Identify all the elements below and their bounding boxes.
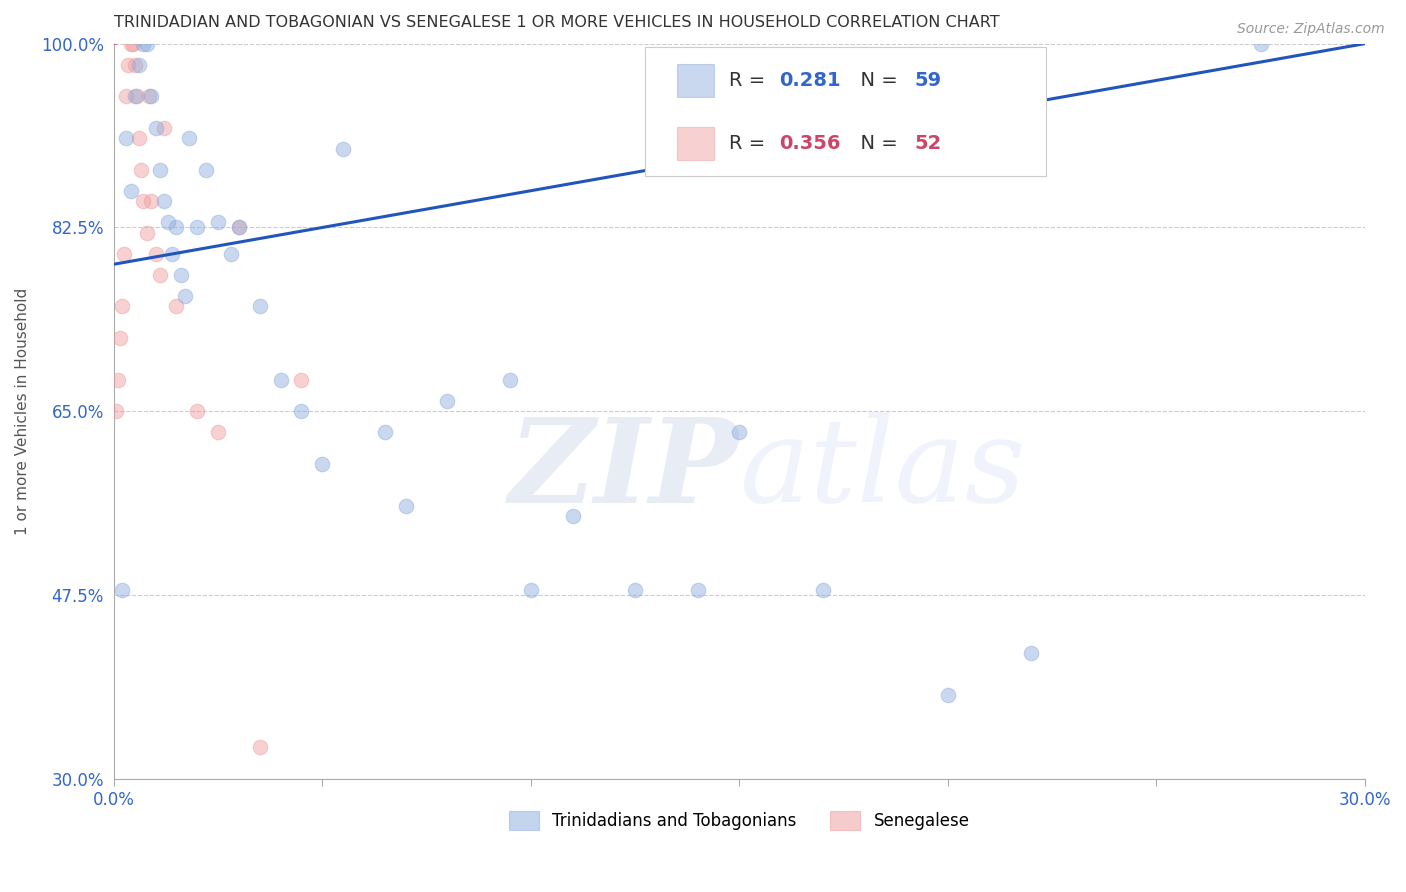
- Point: [1250, 37, 1272, 51]
- Point: [121, 37, 143, 51]
- Point: [561, 509, 583, 524]
- Text: N =: N =: [848, 70, 904, 89]
- Point: [160, 246, 183, 260]
- Point: [520, 582, 543, 597]
- Point: [811, 582, 834, 597]
- Point: [395, 499, 418, 513]
- Point: [157, 215, 180, 229]
- Point: [136, 37, 159, 51]
- Point: [169, 268, 191, 282]
- Text: 0.281: 0.281: [779, 70, 841, 89]
- Point: [228, 220, 250, 235]
- Point: [177, 131, 200, 145]
- Point: [290, 404, 312, 418]
- Point: [186, 220, 208, 235]
- Text: R =: R =: [730, 134, 772, 153]
- Point: [120, 184, 142, 198]
- Point: [138, 89, 160, 103]
- Point: [108, 331, 131, 345]
- Point: [104, 404, 127, 418]
- Point: [219, 246, 242, 260]
- Point: [149, 162, 172, 177]
- Point: [153, 120, 176, 135]
- Point: [311, 457, 333, 471]
- Text: TRINIDADIAN AND TOBAGONIAN VS SENEGALESE 1 OR MORE VEHICLES IN HOUSEHOLD CORRELA: TRINIDADIAN AND TOBAGONIAN VS SENEGALESE…: [114, 15, 1000, 30]
- Text: Source: ZipAtlas.com: Source: ZipAtlas.com: [1237, 22, 1385, 37]
- Point: [128, 58, 150, 72]
- Point: [145, 246, 167, 260]
- Point: [129, 162, 152, 177]
- Point: [132, 194, 155, 209]
- Point: [728, 425, 751, 440]
- Point: [149, 268, 172, 282]
- Point: [107, 373, 129, 387]
- Point: [115, 131, 138, 145]
- Text: atlas: atlas: [740, 413, 1025, 527]
- Point: [141, 89, 163, 103]
- Point: [686, 582, 709, 597]
- Point: [249, 740, 271, 755]
- Text: 59: 59: [914, 70, 942, 89]
- Text: ZIP: ZIP: [509, 413, 740, 527]
- Text: 52: 52: [914, 134, 942, 153]
- Point: [124, 58, 146, 72]
- Point: [153, 194, 176, 209]
- Point: [374, 425, 396, 440]
- Point: [111, 299, 134, 313]
- Y-axis label: 1 or more Vehicles in Household: 1 or more Vehicles in Household: [15, 287, 30, 535]
- Point: [207, 215, 229, 229]
- Point: [141, 194, 163, 209]
- Point: [228, 220, 250, 235]
- Point: [120, 37, 142, 51]
- Point: [290, 373, 312, 387]
- FancyBboxPatch shape: [645, 47, 1046, 176]
- Point: [117, 58, 139, 72]
- Point: [112, 246, 135, 260]
- Point: [124, 89, 146, 103]
- Point: [194, 162, 217, 177]
- Point: [173, 289, 195, 303]
- Text: N =: N =: [848, 134, 904, 153]
- Text: R =: R =: [730, 70, 772, 89]
- Legend: Trinidadians and Tobagonians, Senegalese: Trinidadians and Tobagonians, Senegalese: [502, 805, 976, 837]
- Point: [128, 131, 150, 145]
- Point: [624, 582, 647, 597]
- Point: [132, 37, 155, 51]
- Point: [136, 226, 159, 240]
- Point: [499, 373, 522, 387]
- Point: [1019, 646, 1042, 660]
- Point: [936, 688, 959, 702]
- Point: [115, 89, 138, 103]
- Point: [111, 582, 134, 597]
- Point: [165, 299, 187, 313]
- Text: 0.356: 0.356: [779, 134, 841, 153]
- Point: [332, 142, 354, 156]
- Point: [125, 89, 148, 103]
- Point: [207, 425, 229, 440]
- Point: [145, 120, 167, 135]
- Point: [270, 373, 292, 387]
- Point: [165, 220, 187, 235]
- Point: [186, 404, 208, 418]
- Point: [436, 393, 458, 408]
- Point: [249, 299, 271, 313]
- FancyBboxPatch shape: [676, 127, 714, 160]
- FancyBboxPatch shape: [676, 63, 714, 96]
